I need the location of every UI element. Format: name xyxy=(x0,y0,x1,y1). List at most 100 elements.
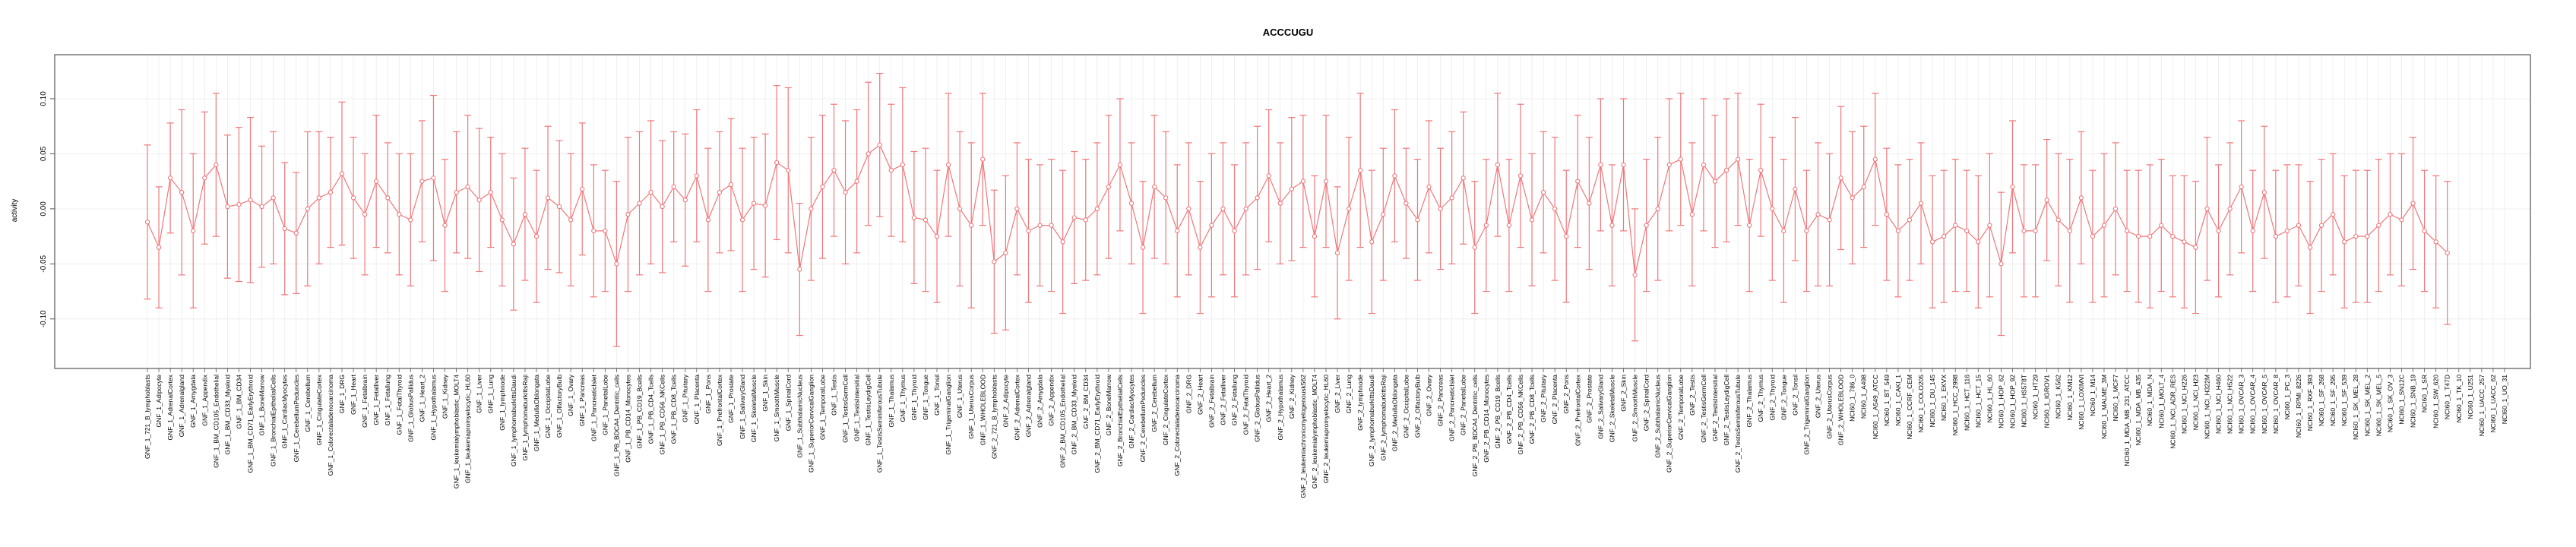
x-tick-label: GNF_1_PB_CD4_Tcells xyxy=(647,375,655,444)
x-tick-label: GNF_1_SkeletalMuscle xyxy=(750,375,758,443)
data-point xyxy=(1015,207,1019,210)
x-tick-label: GNF_2_BoneMarrow xyxy=(1105,374,1112,435)
data-point xyxy=(180,191,184,194)
x-tick-label: NCI60_1_KM12 xyxy=(2066,375,2074,421)
x-tick-label: GNF_2_BronchialEpithelialCells xyxy=(1116,375,1124,466)
data-point xyxy=(2296,223,2300,227)
x-tick-label: GNF_1_leukemiapromyelocytic_HL60 xyxy=(464,375,472,483)
data-point xyxy=(2102,223,2106,227)
data-point xyxy=(2262,191,2266,194)
data-point xyxy=(2388,213,2392,217)
x-tick-label: GNF_1_BM_CD33_Myeloid xyxy=(223,375,231,455)
data-point xyxy=(511,242,515,246)
data-point xyxy=(1118,163,1122,166)
x-tick-label: GNF_1_DRG xyxy=(338,375,346,413)
data-point xyxy=(1359,169,1362,172)
data-point xyxy=(409,218,413,222)
data-point xyxy=(592,229,596,232)
x-tick-label: GNF_1_Fetallung xyxy=(384,375,391,425)
x-tick-label: NCI60_1_BT_549 xyxy=(1883,375,1891,426)
x-tick-label: NCI60_1_CCRF_CEM xyxy=(1906,375,1913,440)
data-point xyxy=(1713,179,1717,183)
x-tick-label: GNF_1_BM_CD105_Endothelial xyxy=(212,375,220,468)
x-tick-label: GNF_2_Skin xyxy=(1620,375,1628,412)
data-point xyxy=(809,207,813,210)
data-point xyxy=(2148,235,2152,239)
x-tick-label: NCI60_1_NCI_ADR_RES xyxy=(2169,375,2176,449)
data-point xyxy=(1450,196,1454,200)
x-tick-label: GNF_1_TestisIntersitial xyxy=(853,375,861,441)
data-point xyxy=(1461,176,1465,180)
data-point xyxy=(581,187,584,191)
x-tick-label: NCI60_1_HS578T xyxy=(2021,375,2028,427)
x-tick-label: GNF_1_Testis xyxy=(830,375,837,416)
x-tick-label: GNF_1_TemporalLobe xyxy=(818,375,826,440)
data-point xyxy=(2182,240,2186,244)
data-point xyxy=(169,176,172,180)
x-tick-label: GNF_2_PrefrontalCortex xyxy=(1574,374,1581,446)
data-point xyxy=(328,191,332,194)
data-point xyxy=(2137,235,2141,239)
data-point xyxy=(740,218,744,222)
data-point xyxy=(2056,218,2060,222)
data-point xyxy=(2113,207,2117,210)
x-tick-label: GNF_2_lymphomaburkittsRaji xyxy=(1379,375,1387,460)
x-tick-label: GNF_2_Pons xyxy=(1562,375,1570,414)
data-point xyxy=(2377,223,2381,227)
x-tick-label: GNF_2_WHOLEBLOOD xyxy=(1837,375,1845,445)
data-point xyxy=(1759,169,1763,172)
data-point xyxy=(1828,218,1831,222)
x-tick-label: GNF_1_Adrenalgland xyxy=(178,375,185,437)
x-tick-label: NCI60_1_UO_31 xyxy=(2501,375,2508,424)
data-point xyxy=(557,204,561,208)
data-point xyxy=(397,213,401,217)
data-point xyxy=(855,179,859,183)
data-point xyxy=(832,169,836,172)
x-tick-label: GNF_2_PancreaticIslet xyxy=(1448,374,1456,441)
data-point xyxy=(1038,223,1042,227)
x-tick-label: GNF_2_AdrenalCortex xyxy=(1013,374,1021,440)
x-tick-label: NCI60_1_SW_620 xyxy=(2432,375,2440,428)
x-tick-label: GNF_1_CerebellumPeduncles xyxy=(293,375,300,462)
data-point xyxy=(1347,207,1351,210)
x-tick-label: GNF_2_leukemiapromyelocytic_HL60 xyxy=(1322,375,1330,483)
x-tick-label: NCI60_1_OVCAR_4 xyxy=(2249,375,2257,434)
x-tick-label: GNF_1_PrefrontalCortex xyxy=(716,374,723,446)
x-tick-label: NCI60_1_SR xyxy=(2421,375,2429,413)
x-tick-label: GNF_2_leukemialymphoblastic_MOLT4 xyxy=(1311,375,1318,489)
data-point xyxy=(1153,185,1157,188)
x-tick-label: NCI60_1_TK_10 xyxy=(2455,375,2463,423)
x-tick-label: NCI60_1_NCI_H322M xyxy=(2203,375,2210,439)
data-point xyxy=(477,198,481,202)
x-tick-label: GNF_1_PancreaticIslet xyxy=(590,374,597,441)
y-tick-label: 0.10 xyxy=(40,91,48,106)
data-point xyxy=(1312,235,1316,239)
x-tick-label: GNF_1_lymphomaburkittsRaji xyxy=(521,375,529,460)
x-tick-label: NCI60_1_EKVX xyxy=(1940,375,1948,421)
data-point xyxy=(1507,223,1511,227)
data-point xyxy=(1198,245,1202,249)
data-point xyxy=(1072,216,1076,220)
x-tick-label: GNF_1_Hypothalamus xyxy=(429,375,437,440)
data-point xyxy=(226,204,229,208)
x-tick-label: GNF_1_CingulateCortex xyxy=(315,374,323,445)
data-point xyxy=(2125,229,2128,232)
x-tick-label: GNF_2_Heart_2 xyxy=(1265,375,1273,422)
x-tick-label: GNF_1_Prostate xyxy=(727,375,735,423)
x-tick-label: GNF_2_CingulateCortex xyxy=(1162,374,1169,445)
x-tick-label: NCI60_1_HL_60 xyxy=(1986,375,1993,423)
data-point xyxy=(649,191,653,194)
x-tick-label: GNF_1_MedullaOblongata xyxy=(533,375,540,451)
x-tick-label: NCI60_1_NCI_H226 xyxy=(2180,375,2188,434)
x-tick-label: GNF_2_lymphomaburkittsDaudi xyxy=(1368,375,1375,466)
data-point xyxy=(1679,157,1682,161)
x-tick-label: GNF_1_721_B_lymphoblasts xyxy=(144,375,151,459)
x-tick-label: GNF_1_TestisLeydigCell xyxy=(865,375,872,446)
x-tick-label: NCI60_1_NCI_H522 xyxy=(2226,375,2234,434)
x-tick-label: GNF_1_Liver xyxy=(476,375,483,413)
data-point xyxy=(1290,187,1293,191)
data-point xyxy=(2434,240,2438,244)
x-tick-label: GNF_2_Uterus xyxy=(1815,375,1822,418)
x-tick-label: GNF_1_PB_BDCA4_Dentritic_cells xyxy=(612,375,620,476)
x-tick-label: GNF_1_GlobusPallidus xyxy=(407,375,414,442)
